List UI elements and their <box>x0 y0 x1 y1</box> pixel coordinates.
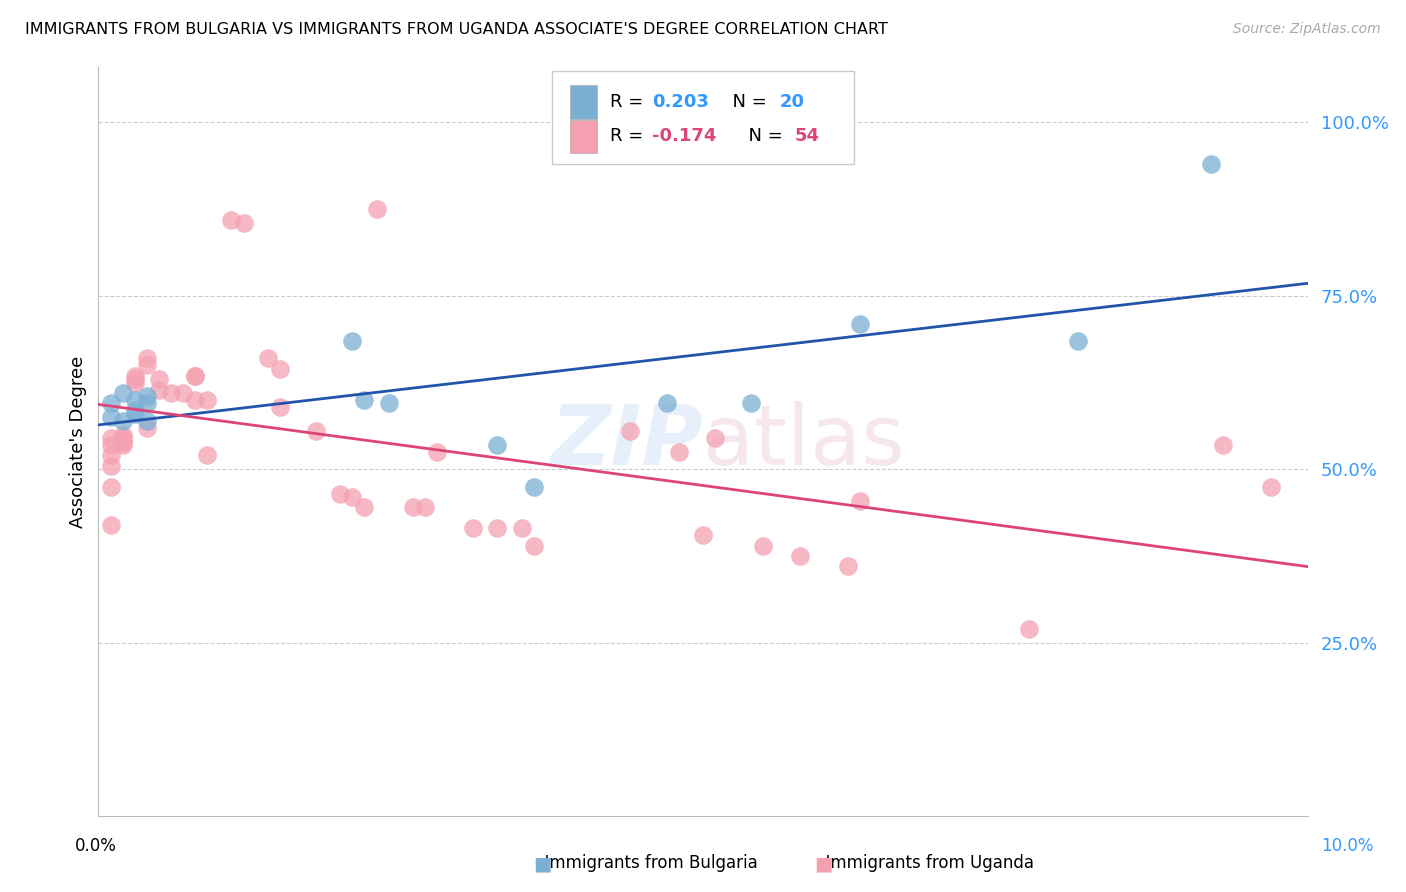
Text: Source: ZipAtlas.com: Source: ZipAtlas.com <box>1233 22 1381 37</box>
Point <box>353 392 375 407</box>
Text: Immigrants from Uganda: Immigrants from Uganda <box>815 855 1035 872</box>
Point <box>135 396 157 410</box>
Point <box>486 438 509 452</box>
Point <box>305 424 328 438</box>
Point <box>135 414 157 428</box>
Bar <box>569 85 596 119</box>
Point <box>426 445 449 459</box>
Point <box>1067 334 1090 348</box>
Point <box>111 434 134 449</box>
Point <box>100 517 122 532</box>
Point <box>619 424 641 438</box>
FancyBboxPatch shape <box>551 70 855 164</box>
Text: 0.203: 0.203 <box>652 93 709 111</box>
Point <box>269 361 291 376</box>
Point <box>269 400 291 414</box>
Point <box>135 358 157 372</box>
Point <box>486 521 509 535</box>
Point <box>366 202 388 216</box>
Point <box>849 493 872 508</box>
Text: ■: ■ <box>533 854 551 873</box>
Text: 54: 54 <box>794 128 820 145</box>
Point <box>124 392 146 407</box>
Point <box>124 376 146 390</box>
Point <box>1212 438 1234 452</box>
Point <box>342 334 364 348</box>
Point <box>160 386 183 401</box>
Point <box>111 431 134 445</box>
Point <box>837 559 859 574</box>
Point <box>184 392 207 407</box>
Point <box>692 528 714 542</box>
Text: -0.174: -0.174 <box>652 128 717 145</box>
Point <box>100 480 122 494</box>
Point <box>111 414 134 428</box>
Point <box>148 383 170 397</box>
Point <box>184 368 207 383</box>
Text: Immigrants from Bulgaria: Immigrants from Bulgaria <box>534 855 758 872</box>
Point <box>111 386 134 401</box>
Point <box>135 389 157 403</box>
Point <box>740 396 762 410</box>
Text: ■: ■ <box>814 854 832 873</box>
Point <box>752 539 775 553</box>
Bar <box>569 120 596 153</box>
Point <box>413 500 436 515</box>
Point <box>111 427 134 442</box>
Point <box>256 351 278 366</box>
Text: atlas: atlas <box>703 401 904 482</box>
Point <box>148 372 170 386</box>
Point <box>135 351 157 366</box>
Point <box>100 449 122 463</box>
Point <box>111 438 134 452</box>
Point <box>111 434 134 449</box>
Point <box>100 396 122 410</box>
Point <box>100 438 122 452</box>
Text: 0.0%: 0.0% <box>75 837 117 855</box>
Point <box>124 368 146 383</box>
Point <box>100 410 122 425</box>
Text: 10.0%: 10.0% <box>1320 837 1374 855</box>
Point <box>184 368 207 383</box>
Point <box>1018 622 1040 636</box>
Point <box>1199 157 1222 171</box>
Point <box>221 212 243 227</box>
Point <box>124 403 146 417</box>
Point <box>124 407 146 421</box>
Point <box>849 317 872 331</box>
Text: 20: 20 <box>779 93 804 111</box>
Point <box>100 431 122 445</box>
Point <box>510 521 533 535</box>
Y-axis label: Associate's Degree: Associate's Degree <box>69 355 87 528</box>
Point <box>195 449 218 463</box>
Point <box>377 396 399 410</box>
Point <box>135 420 157 434</box>
Text: N =: N = <box>721 93 773 111</box>
Point <box>704 431 727 445</box>
Point <box>342 490 364 504</box>
Point <box>789 549 811 563</box>
Point <box>463 521 485 535</box>
Point <box>232 216 254 230</box>
Point <box>402 500 425 515</box>
Text: IMMIGRANTS FROM BULGARIA VS IMMIGRANTS FROM UGANDA ASSOCIATE'S DEGREE CORRELATIO: IMMIGRANTS FROM BULGARIA VS IMMIGRANTS F… <box>25 22 889 37</box>
Point <box>329 486 352 500</box>
Point <box>1260 480 1282 494</box>
Point <box>124 372 146 386</box>
Text: ZIP: ZIP <box>550 401 703 482</box>
Text: R =: R = <box>610 128 650 145</box>
Text: N =: N = <box>737 128 789 145</box>
Point <box>655 396 678 410</box>
Point <box>353 500 375 515</box>
Point <box>100 458 122 473</box>
Point <box>668 445 690 459</box>
Point <box>523 480 546 494</box>
Text: R =: R = <box>610 93 650 111</box>
Point <box>195 392 218 407</box>
Point <box>523 539 546 553</box>
Point <box>172 386 194 401</box>
